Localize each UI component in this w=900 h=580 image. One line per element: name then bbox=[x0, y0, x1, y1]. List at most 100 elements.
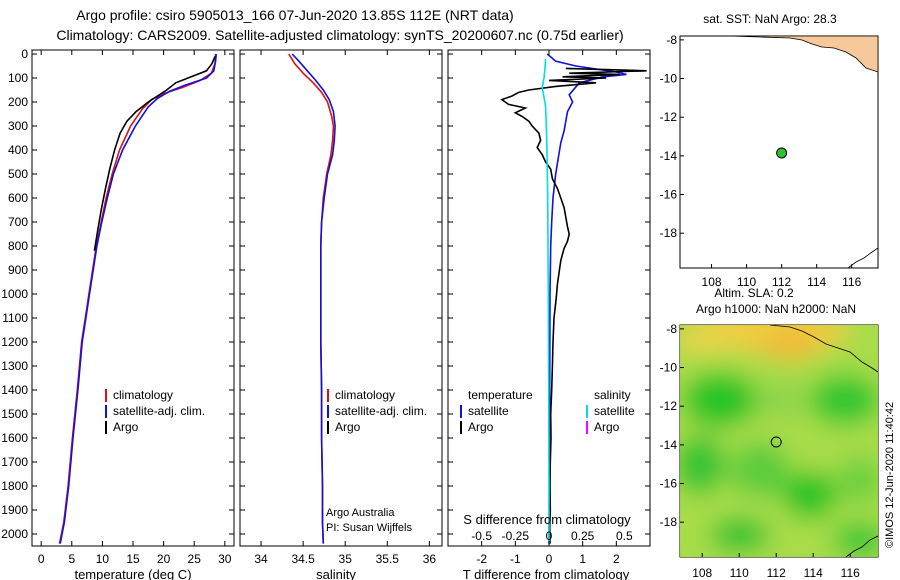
y-tick-label: 600 bbox=[8, 191, 28, 205]
temperature-xlabel: temperature (deg C) bbox=[74, 567, 191, 580]
sst-coastline-south bbox=[847, 247, 878, 268]
map-y-tick-label: -16 bbox=[660, 477, 678, 491]
y-tick-label: 1700 bbox=[1, 455, 28, 469]
legend-temperature-title: temperature bbox=[468, 388, 533, 402]
x-tick-label: 2 bbox=[613, 552, 620, 566]
map-x-tick-label: 112 bbox=[767, 566, 786, 580]
credit-argo-australia: Argo Australia bbox=[326, 507, 395, 519]
y-tick-label: 1800 bbox=[1, 479, 28, 493]
map-x-tick-label: 116 bbox=[842, 275, 861, 289]
s-tick-label: -0.25 bbox=[502, 529, 530, 543]
sla-coastline-south bbox=[845, 535, 878, 557]
argo-location-marker bbox=[770, 436, 782, 448]
map-x-tick-label: 108 bbox=[702, 275, 722, 289]
map-y-tick-label: -8 bbox=[666, 322, 677, 336]
series-line-t-argo bbox=[500, 67, 647, 544]
x-tick-label: 35.5 bbox=[376, 552, 400, 566]
x-tick-label: 25 bbox=[188, 552, 202, 566]
difference-panel: -2 -1 0 1 2 -0.5 -0.25 0 0.25 0.5 T difference f… bbox=[447, 49, 651, 580]
y-tick-label: 100 bbox=[8, 71, 28, 85]
y-tick-label: 0 bbox=[21, 47, 28, 61]
map-y-tick-label: -12 bbox=[660, 110, 678, 124]
sla-coastline-north bbox=[769, 325, 878, 373]
salinity-plot-frame bbox=[239, 49, 443, 547]
legend-s-argo-label: Argo bbox=[594, 420, 620, 434]
map-y-tick-label: -10 bbox=[660, 72, 678, 86]
x-tick-label: 20 bbox=[157, 552, 171, 566]
series-line-climatology bbox=[58, 53, 217, 544]
legend-satellite-label: satellite-adj. clim. bbox=[335, 404, 427, 418]
temperature-plot-frame bbox=[31, 49, 235, 547]
legend-climatology-label: climatology bbox=[113, 388, 173, 402]
map-y-tick-label: -10 bbox=[660, 361, 678, 375]
x-tick-label: 34 bbox=[254, 552, 268, 566]
x-tick-label: 10 bbox=[96, 552, 110, 566]
y-tick-label: 200 bbox=[8, 95, 28, 109]
x-tick-label: -2 bbox=[476, 552, 487, 566]
y-tick-label: 2000 bbox=[1, 527, 28, 541]
temperature-panel: 0 5 10 15 20 25 30 0 100 200 300 400 500 600 700 800 90… bbox=[1, 47, 235, 580]
x-tick-label: 1 bbox=[579, 552, 586, 566]
legend-s-satellite-label: satellite bbox=[594, 404, 635, 418]
y-tick-label: 1900 bbox=[1, 503, 28, 517]
x-tick-label: 5 bbox=[68, 552, 75, 566]
map-y-tick-label: -18 bbox=[660, 226, 678, 240]
legend-climatology-label: climatology bbox=[335, 388, 395, 402]
map-y-tick-label: -18 bbox=[660, 515, 678, 529]
s-tick-label: 0.5 bbox=[616, 529, 633, 543]
y-tick-label: 1500 bbox=[1, 407, 28, 421]
x-tick-label: 35 bbox=[339, 552, 353, 566]
imos-stamp: ©IMOS 12-Jun-2020 11:40:42 bbox=[884, 402, 896, 548]
s-tick-label: 0.25 bbox=[571, 529, 595, 543]
y-tick-label: 900 bbox=[8, 263, 28, 277]
map-y-tick-label: -16 bbox=[660, 188, 678, 202]
legend-satellite-label: satellite-adj. clim. bbox=[113, 404, 205, 418]
y-tick-label: 300 bbox=[8, 119, 28, 133]
difference-legend: temperature satellite Argo salinity sate… bbox=[460, 388, 635, 434]
legend-argo-label: Argo bbox=[335, 420, 361, 434]
map-y-tick-label: -14 bbox=[660, 149, 678, 163]
y-tick-label: 1200 bbox=[1, 335, 28, 349]
sst-land bbox=[680, 36, 878, 73]
salinity-legend: climatology satellite-adj. clim. Argo bbox=[327, 388, 427, 434]
x-tick-label: 34.5 bbox=[291, 552, 315, 566]
sst-map-title: sat. SST: NaN Argo: 28.3 bbox=[703, 12, 837, 26]
x-tick-label: 15 bbox=[126, 552, 140, 566]
temperature-legend: climatology satellite-adj. clim. Argo bbox=[105, 388, 205, 434]
y-tick-label: 1100 bbox=[2, 311, 28, 325]
legend-t-satellite-label: satellite bbox=[468, 404, 509, 418]
argo-location-marker bbox=[776, 147, 788, 159]
y-tick-label: 500 bbox=[8, 167, 28, 181]
map-x-tick-label: 108 bbox=[692, 566, 712, 580]
map-y-tick-label: -8 bbox=[666, 33, 677, 47]
y-tick-label: 1600 bbox=[1, 431, 28, 445]
x-tick-label: 36 bbox=[423, 552, 437, 566]
series-line-t-satellite bbox=[546, 53, 627, 544]
legend-salinity-title: salinity bbox=[594, 388, 631, 402]
difference-xlabel: T difference from climatology bbox=[463, 567, 630, 580]
sla-map-panel: Altim. SLA: 0.2 Argo h1000: NaN h2000: N… bbox=[660, 286, 879, 580]
sst-map-panel: sat. SST: NaN Argo: 28.3 108 110 112 114 116… bbox=[660, 12, 879, 289]
map-x-tick-label: 116 bbox=[841, 566, 860, 580]
map-x-tick-label: 110 bbox=[730, 566, 749, 580]
map-x-tick-label: 114 bbox=[807, 275, 826, 289]
sla-field bbox=[680, 325, 878, 557]
series-line-argo bbox=[93, 56, 216, 251]
map-y-tick-label: -14 bbox=[660, 438, 678, 452]
sla-map-subtitle: Argo h1000: NaN h2000: NaN bbox=[696, 302, 856, 316]
s-difference-label: S difference from climatology bbox=[463, 512, 631, 527]
sla-map-title: Altim. SLA: 0.2 bbox=[714, 286, 794, 300]
series-line-climatology bbox=[288, 53, 335, 544]
legend-argo-label: Argo bbox=[113, 420, 139, 434]
x-tick-label: 30 bbox=[218, 552, 232, 566]
s-tick-label: -0.5 bbox=[471, 529, 492, 543]
map-x-tick-label: 114 bbox=[804, 566, 823, 580]
salinity-xlabel: salinity bbox=[316, 567, 356, 580]
y-tick-label: 1400 bbox=[1, 383, 28, 397]
legend-t-argo-label: Argo bbox=[468, 420, 494, 434]
map-y-tick-label: -12 bbox=[660, 399, 678, 413]
x-tick-label: 0 bbox=[38, 552, 45, 566]
credit-pi: PI: Susan Wijffels bbox=[326, 522, 412, 534]
y-tick-label: 400 bbox=[8, 143, 28, 157]
